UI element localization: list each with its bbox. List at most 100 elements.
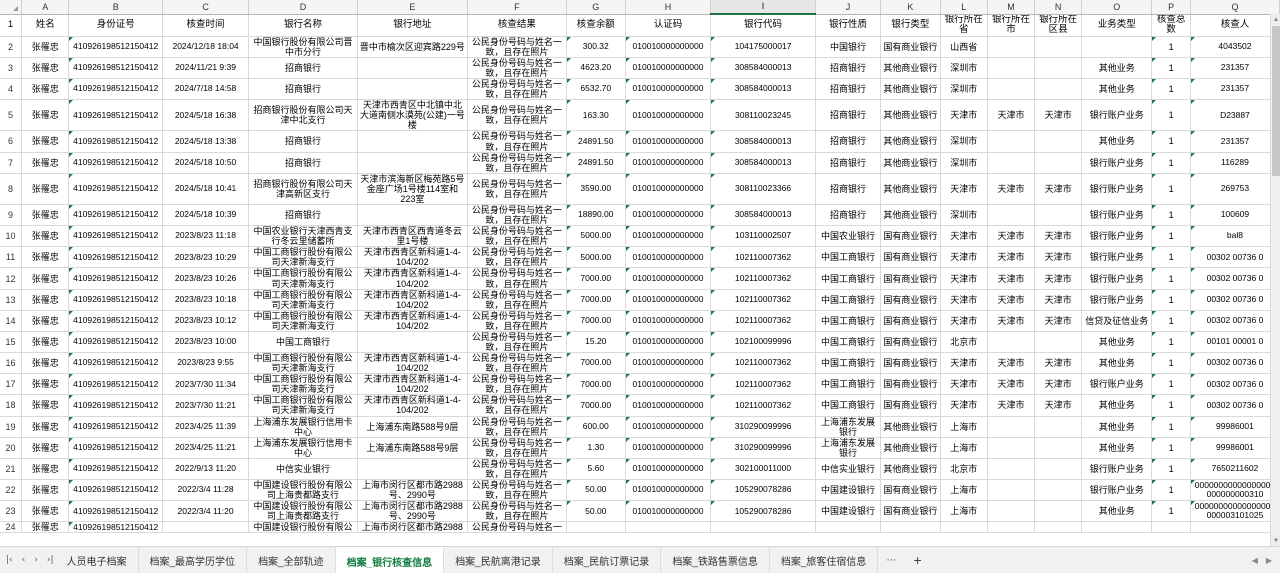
- cell-L7[interactable]: 深圳市: [940, 152, 988, 174]
- cell-E11[interactable]: 天津市西青区新科道1-4-104/202: [357, 246, 468, 269]
- cell-C2[interactable]: 2024/12/18 18:04: [162, 36, 250, 58]
- table-row[interactable]: 19 张罹忠 410926198512150412 2023/4/25 11:39 上海…: [0, 416, 1280, 438]
- cell-F3[interactable]: 公民身份号码与姓名一致，且存在照片: [467, 57, 567, 80]
- cell-K19[interactable]: 其他商业银行: [880, 416, 941, 438]
- cell-J10[interactable]: 中国农业银行: [815, 225, 882, 248]
- sheet-tab-3[interactable]: 档案_银行核查信息: [335, 546, 445, 573]
- cell-Q24[interactable]: [1190, 521, 1280, 534]
- cell-I23[interactable]: 105290078286: [710, 500, 816, 523]
- horizontal-scroll-controls[interactable]: ◀ ▶: [1252, 556, 1280, 565]
- cell-G17[interactable]: 7000.00: [566, 373, 626, 396]
- cell-P20[interactable]: 1: [1151, 437, 1191, 459]
- cell-O11[interactable]: 银行账户业务: [1081, 246, 1153, 269]
- cell-N11[interactable]: 天津市: [1034, 246, 1083, 269]
- cell-O6[interactable]: 其他业务: [1081, 130, 1153, 153]
- cell-O4[interactable]: 其他业务: [1081, 78, 1153, 101]
- sheet-tab-4[interactable]: 档案_民航离港记录: [444, 546, 553, 573]
- cell-H5[interactable]: 010010000000000: [625, 99, 712, 132]
- cell-F12[interactable]: 公民身份号码与姓名一致，且存在照片: [467, 267, 567, 290]
- cell-Q9[interactable]: 100609: [1190, 204, 1280, 227]
- cell-C10[interactable]: 2023/8/23 11:18: [162, 225, 250, 248]
- cell-J15[interactable]: 中国工商银行: [815, 331, 882, 354]
- cell-M14[interactable]: 天津市: [987, 310, 1036, 332]
- cell-M11[interactable]: 天津市: [987, 246, 1036, 269]
- cell-J20[interactable]: 上海浦东发展银行: [815, 437, 882, 459]
- cell-I3[interactable]: 308584000013: [710, 57, 816, 80]
- cell-C20[interactable]: 2023/4/25 11:21: [162, 437, 250, 459]
- cell-G2[interactable]: 300.32: [566, 36, 626, 58]
- cell-O16[interactable]: 其他业务: [1081, 352, 1153, 375]
- sheet-tab-5[interactable]: 档案_民航订票记录: [552, 546, 662, 573]
- cell-I14[interactable]: 102110007362: [710, 310, 816, 332]
- cell-N24[interactable]: [1034, 521, 1083, 534]
- cell-G15[interactable]: 15.20: [566, 331, 626, 354]
- cell-N13[interactable]: 天津市: [1034, 289, 1083, 311]
- select-all-corner[interactable]: [0, 0, 23, 15]
- cell-I11[interactable]: 102110007362: [710, 246, 816, 269]
- cell-C4[interactable]: 2024/7/18 14:58: [162, 78, 250, 101]
- cell-A20[interactable]: 张罹忠: [21, 437, 70, 459]
- row-number[interactable]: 9: [0, 204, 23, 227]
- cell-B5[interactable]: 410926198512150412: [68, 99, 164, 132]
- cell-E14[interactable]: 天津市西青区新科道1-4-104/202: [357, 310, 468, 332]
- cell-J17[interactable]: 中国工商银行: [815, 373, 882, 396]
- table-row[interactable]: 20 张罹忠 410926198512150412 2023/4/25 11:21 上海…: [0, 437, 1280, 459]
- cell-H6[interactable]: 010010000000000: [625, 130, 712, 153]
- cell-G22[interactable]: 50.00: [566, 479, 626, 502]
- cell-I17[interactable]: 102110007362: [710, 373, 816, 396]
- cell-H7[interactable]: 010010000000000: [625, 152, 712, 174]
- cell-J24[interactable]: [815, 521, 882, 534]
- cell-E5[interactable]: 天津市西青区中北镇中北大道南侧水漠苑(公建)一号楼: [357, 99, 468, 132]
- row-number[interactable]: 13: [0, 289, 23, 311]
- cell-G3[interactable]: 4623.20: [566, 57, 626, 80]
- cell-D10[interactable]: 中国农业银行天津西青支行冬云里储蓄所: [248, 225, 358, 248]
- table-row[interactable]: 4 张罹忠 410926198512150412 2024/7/18 14:58 招商银…: [0, 78, 1280, 101]
- cell-L19[interactable]: 上海市: [940, 416, 988, 438]
- cell-M17[interactable]: 天津市: [987, 373, 1036, 396]
- row-number[interactable]: 23: [0, 500, 23, 523]
- cell-P23[interactable]: 1: [1151, 500, 1191, 523]
- cell-D7[interactable]: 招商银行: [248, 152, 358, 174]
- cell-B13[interactable]: 410926198512150412: [68, 289, 164, 311]
- cell-H10[interactable]: 010010000000000: [625, 225, 712, 248]
- cell-N2[interactable]: [1034, 36, 1083, 58]
- header-cell-L[interactable]: 银行所在省: [940, 14, 988, 37]
- cell-A3[interactable]: 张罹忠: [21, 57, 70, 80]
- cell-N9[interactable]: [1034, 204, 1083, 227]
- more-sheets-icon[interactable]: ⋯: [886, 554, 898, 566]
- header-cell-P[interactable]: 核查总数: [1151, 14, 1191, 37]
- cell-P4[interactable]: 1: [1151, 78, 1191, 101]
- cell-Q8[interactable]: 269753: [1190, 173, 1280, 206]
- cell-L23[interactable]: 上海市: [940, 500, 988, 523]
- cell-P11[interactable]: 1: [1151, 246, 1191, 269]
- cell-G20[interactable]: 1.30: [566, 437, 626, 459]
- cell-K5[interactable]: 其他商业银行: [880, 99, 941, 132]
- cell-O19[interactable]: 其他业务: [1081, 416, 1153, 438]
- cell-D21[interactable]: 中信实业银行: [248, 458, 358, 481]
- cell-H21[interactable]: 010010000000000: [625, 458, 712, 481]
- row-number[interactable]: 14: [0, 310, 23, 332]
- table-row[interactable]: 10 张罹忠 410926198512150412 2023/8/23 11:18 中国…: [0, 225, 1280, 248]
- header-cell-E[interactable]: 银行地址: [357, 14, 468, 37]
- cell-I16[interactable]: 102110007362: [710, 352, 816, 375]
- cell-N22[interactable]: [1034, 479, 1083, 502]
- cell-J16[interactable]: 中国工商银行: [815, 352, 882, 375]
- cell-L22[interactable]: 上海市: [940, 479, 988, 502]
- header-cell-N[interactable]: 银行所在区县: [1034, 14, 1083, 37]
- cell-K18[interactable]: 国有商业银行: [880, 394, 941, 417]
- cell-Q6[interactable]: 231357: [1190, 130, 1280, 153]
- cell-P10[interactable]: 1: [1151, 225, 1191, 248]
- cell-E21[interactable]: [357, 458, 468, 481]
- cell-H8[interactable]: 010010000000000: [625, 173, 712, 206]
- column-header-E[interactable]: E: [357, 0, 468, 15]
- cell-P22[interactable]: 1: [1151, 479, 1191, 502]
- cell-B3[interactable]: 410926198512150412: [68, 57, 164, 80]
- cell-A7[interactable]: 张罹忠: [21, 152, 70, 174]
- cell-H22[interactable]: 010010000000000: [625, 479, 712, 502]
- cell-J2[interactable]: 中国银行: [815, 36, 882, 58]
- cell-J18[interactable]: 中国工商银行: [815, 394, 882, 417]
- cell-M16[interactable]: 天津市: [987, 352, 1036, 375]
- cell-P5[interactable]: 1: [1151, 99, 1191, 132]
- cell-K24[interactable]: [880, 521, 941, 534]
